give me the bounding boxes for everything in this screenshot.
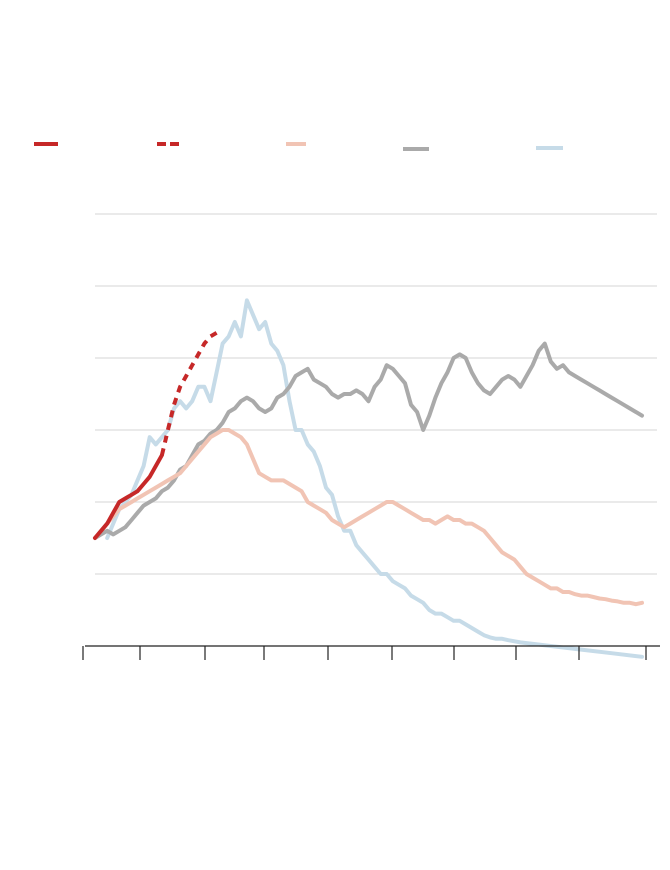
- legend: [34, 142, 563, 151]
- series-line-blue: [105, 298, 644, 659]
- series-line-current: [93, 453, 164, 540]
- series-line-pink: [93, 428, 644, 607]
- x-axis: [82, 645, 660, 660]
- series-layer: [93, 298, 644, 659]
- grid-lines: [95, 213, 657, 575]
- series-line-gray: [93, 341, 644, 540]
